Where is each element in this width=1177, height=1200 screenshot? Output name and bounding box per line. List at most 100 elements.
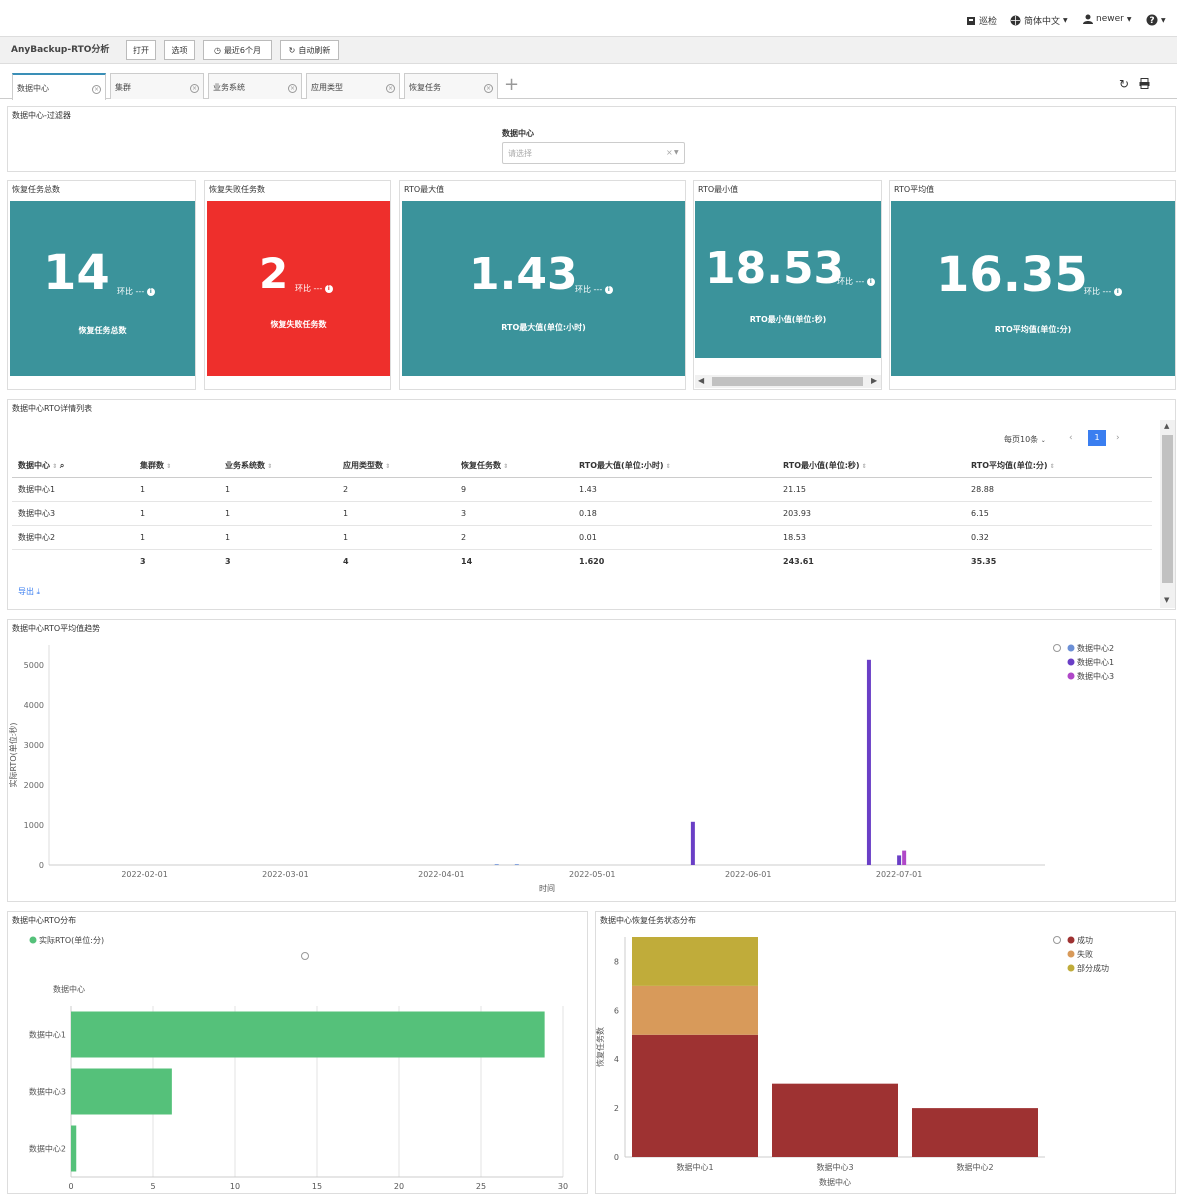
scroll-right-icon[interactable]: ▶ (871, 376, 878, 385)
clear-icon[interactable]: × (666, 148, 673, 157)
x-tick-label: 数据中心3 (816, 1162, 853, 1172)
table-cell: 1 (134, 501, 219, 526)
page-size-select[interactable]: 每页10条 ⌄ (1004, 434, 1046, 445)
trend-chart: 0 1000 2000 3000 4000 5000 2022-02-01 2022-03-0… (8, 643, 1114, 893)
y-axis-label: 数据中心 (53, 984, 85, 994)
kpi-ratio: 环比 --- i (117, 286, 155, 297)
globe-icon (1010, 15, 1021, 26)
sort-icon[interactable]: ⇕ (383, 463, 391, 471)
user-menu[interactable]: newer ▼ (1083, 14, 1131, 24)
refresh-icon[interactable]: ↻ (1119, 77, 1130, 91)
x-tick-label: 10 (230, 1182, 240, 1191)
column-header[interactable]: 业务系统数 ⇕ (219, 455, 337, 478)
status-chart-title: 数据中心恢复任务状态分布 (600, 916, 696, 925)
page-number-button[interactable]: 1 (1088, 430, 1106, 446)
vertical-scrollbar[interactable]: ▲ ▼ (1160, 420, 1175, 608)
info-icon: i (146, 287, 155, 296)
auto-refresh-label: 自动刷新 (298, 45, 331, 55)
table-cell: 2 (455, 525, 573, 550)
kpi-value: 1.43 (469, 249, 578, 300)
scrollbar-thumb[interactable] (712, 377, 863, 386)
search-icon[interactable]: ⌕ (57, 461, 65, 471)
kpi-value: 2 (259, 249, 289, 298)
scroll-up-icon[interactable]: ▲ (1164, 422, 1170, 430)
column-header[interactable]: 集群数 ⇕ (134, 455, 219, 478)
close-icon[interactable]: × (484, 84, 493, 93)
table-cell: 1 (134, 477, 219, 502)
time-range-button[interactable]: ◷ 最近6个月 (203, 40, 272, 60)
time-range-label: 最近6个月 (223, 45, 262, 55)
legend-label: 部分成功 (1077, 963, 1109, 973)
tab-cluster[interactable]: 集群 × (110, 73, 204, 99)
column-header[interactable]: 恢复任务数 ⇕ (455, 455, 573, 478)
column-header[interactable]: RTO最大值(单位:小时) ⇕ (573, 455, 777, 478)
legend-toggle-icon (301, 952, 309, 960)
options-button[interactable]: 选项 (164, 40, 195, 60)
table-cell: 数据中心3 (12, 501, 134, 526)
next-page-icon[interactable]: › (1116, 433, 1120, 443)
help-menu[interactable]: ? ▼ (1146, 14, 1166, 26)
y-tick-label: 1000 (24, 821, 44, 830)
table-row[interactable]: 数据中心3 1 1 1 3 0.18 203.93 6.15 (12, 501, 1152, 526)
sort-icon[interactable]: ⇕ (164, 463, 172, 471)
scroll-left-icon[interactable]: ◀ (698, 376, 705, 385)
legend-toggle-icon (1053, 936, 1061, 944)
column-header[interactable]: RTO平均值(单位:分) ⇕ (965, 455, 1152, 478)
trend-bar (902, 850, 907, 865)
kpi-caption: RTO最大值(单位:小时) (501, 323, 586, 332)
kpi-rto-avg: 16.35 环比 --- i RTO平均值(单位:分) (891, 201, 1175, 376)
x-tick-label: 25 (476, 1182, 486, 1191)
tab-label: 应用类型 (311, 83, 343, 92)
datacenter-select[interactable]: 请选择 × ▼ (502, 142, 685, 164)
close-icon[interactable]: × (92, 85, 101, 94)
sort-icon[interactable]: ⇕ (1047, 463, 1055, 471)
total-cell: 1.620 (579, 556, 605, 566)
column-header[interactable]: 数据中心 ⇕ ⌕ (12, 455, 134, 478)
print-icon[interactable] (1139, 78, 1150, 92)
open-button[interactable]: 打开 (126, 40, 156, 60)
kpi-title: RTO平均值 (894, 185, 935, 194)
close-icon[interactable]: × (386, 84, 395, 93)
export-link[interactable]: 导出 ⤓ (18, 586, 40, 597)
tab-app-type[interactable]: 应用类型 × (306, 73, 400, 99)
column-header[interactable]: RTO最小值(单位:秒) ⇕ (777, 455, 965, 478)
legend-dot (1067, 936, 1075, 944)
sort-icon[interactable]: ⇕ (50, 463, 58, 471)
table-row[interactable]: 数据中心2 1 1 1 2 0.01 18.53 0.32 (12, 525, 1152, 550)
tab-label: 集群 (115, 83, 131, 92)
detail-table-title: 数据中心RTO详情列表 (12, 404, 93, 413)
language-menu[interactable]: 简体中文 ▼ (1010, 14, 1068, 27)
legend-label: 数据中心1 (1077, 657, 1114, 667)
scroll-down-icon[interactable]: ▼ (1164, 596, 1170, 604)
column-header[interactable]: 应用类型数 ⇕ (337, 455, 455, 478)
sort-icon[interactable]: ⇕ (663, 463, 671, 471)
auto-refresh-button[interactable]: ↻ 自动刷新 (280, 40, 339, 60)
total-cell: 4 (343, 556, 349, 566)
distribution-bar (71, 1068, 172, 1115)
tab-recovery-task[interactable]: 恢复任务 × (404, 73, 498, 99)
tab-datacenter[interactable]: 数据中心 × (12, 73, 106, 100)
sort-icon[interactable]: ⇕ (859, 463, 867, 471)
add-tab-icon[interactable]: + (504, 74, 520, 95)
kpi-panel-total: 恢复任务总数 14 环比 --- i 恢复任务总数 (7, 180, 196, 390)
language-label: 简体中文 (1024, 17, 1061, 27)
inspect-menu[interactable]: 巡检 (966, 14, 997, 27)
table-row[interactable]: 数据中心1 1 1 2 9 1.43 21.15 28.88 (12, 477, 1152, 502)
tab-business-system[interactable]: 业务系统 × (208, 73, 302, 99)
kpi-value: 18.53 (705, 243, 845, 294)
legend-dot (1067, 964, 1075, 972)
x-tick-label: 2022-05-01 (569, 870, 616, 879)
prev-page-icon[interactable]: ‹ (1069, 433, 1073, 443)
close-icon[interactable]: × (190, 84, 199, 93)
kpi-caption: 恢复失败任务数 (270, 320, 327, 329)
total-cell (12, 549, 134, 573)
x-tick-label: 0 (68, 1182, 73, 1191)
scrollbar-thumb[interactable] (1162, 435, 1173, 583)
sort-icon[interactable]: ⇕ (265, 463, 273, 471)
table-cell: 18.53 (777, 525, 965, 550)
kpi-caption: 恢复任务总数 (78, 326, 127, 335)
kpi-caption: RTO平均值(单位:分) (994, 325, 1072, 334)
sort-icon[interactable]: ⇕ (501, 463, 509, 471)
horizontal-scrollbar[interactable]: ◀ ▶ (695, 375, 881, 388)
close-icon[interactable]: × (288, 84, 297, 93)
